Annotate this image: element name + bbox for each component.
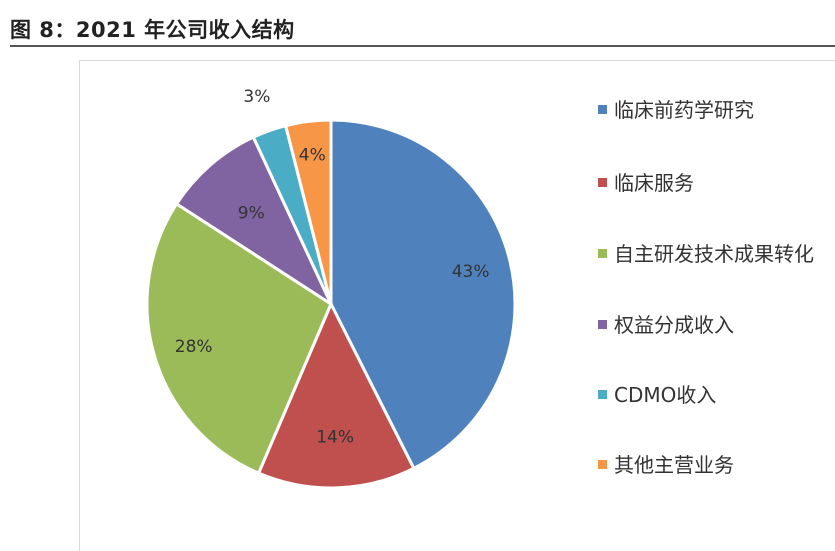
chart-frame xyxy=(79,60,835,551)
data-label-2: 28% xyxy=(175,337,213,357)
legend-label-3: 权益分成收入 xyxy=(614,313,734,337)
legend-label-1: 临床服务 xyxy=(614,171,694,195)
legend-item-4: CDMO收入 xyxy=(598,382,824,408)
legend-swatch-2 xyxy=(598,249,607,258)
legend-label-0: 临床前药学研究 xyxy=(614,98,754,122)
data-label-5: 4% xyxy=(299,145,326,165)
legend-label-2: 自主研发技术成果转化 xyxy=(614,242,814,266)
pie-slice-2 xyxy=(145,201,333,476)
legend-item-0: 临床前药学研究 xyxy=(598,97,824,123)
legend-swatch-5 xyxy=(598,460,607,469)
legend-swatch-1 xyxy=(598,178,607,187)
legend-item-2: 自主研发技术成果转化 xyxy=(598,241,824,267)
legend-swatch-0 xyxy=(598,105,607,114)
data-label-1: 14% xyxy=(316,427,354,447)
pie-slice-1 xyxy=(256,300,416,490)
legend-item-1: 临床服务 xyxy=(598,170,824,196)
legend-swatch-4 xyxy=(598,390,607,399)
title-rule xyxy=(10,45,835,47)
pie-slice-0 xyxy=(329,118,517,471)
data-label-3: 9% xyxy=(238,203,265,223)
data-label-4: 3% xyxy=(243,87,270,107)
data-label-0: 43% xyxy=(452,262,490,282)
figure-title: 图 8：2021 年公司收入结构 xyxy=(10,18,295,42)
pie-slice-3 xyxy=(174,135,335,309)
legend-item-3: 权益分成收入 xyxy=(598,312,824,338)
legend-swatch-3 xyxy=(598,320,607,329)
legend-label-4: CDMO收入 xyxy=(614,383,717,407)
legend-item-5: 其他主营业务 xyxy=(598,452,824,478)
pie-slice-5 xyxy=(283,118,333,305)
legend-label-5: 其他主营业务 xyxy=(614,453,734,477)
